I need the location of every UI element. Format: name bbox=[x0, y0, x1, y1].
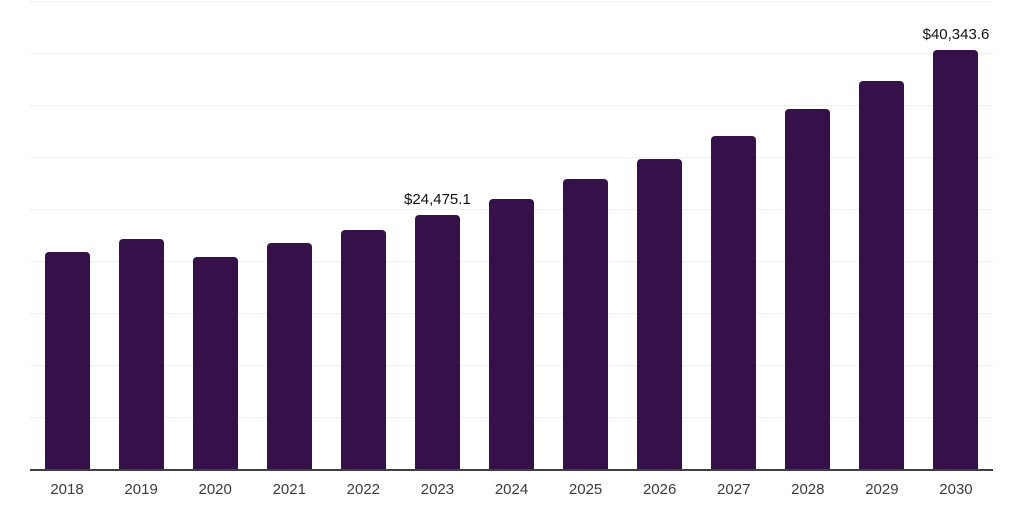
bar-2019 bbox=[118, 238, 164, 470]
x-tick-label-2019: 2019 bbox=[124, 481, 158, 498]
bar-slot-2024 bbox=[474, 2, 548, 470]
bar-series: $24,475.1 $40,343.6 bbox=[30, 2, 993, 470]
bar-2024 bbox=[489, 198, 534, 470]
gridline-35000 bbox=[30, 104, 993, 106]
bar-slot-2030: $40,343.6 bbox=[919, 2, 993, 470]
x-tick-label-2027: 2027 bbox=[717, 481, 751, 498]
bar-2022 bbox=[340, 230, 386, 470]
bar-slot-2026 bbox=[623, 2, 697, 470]
bar-slot-2022 bbox=[326, 2, 400, 470]
plot-area: $24,475.1 $40,343.6 bbox=[30, 1, 993, 471]
gridline-40000 bbox=[30, 52, 993, 54]
bar-2028 bbox=[785, 109, 831, 470]
value-label-2023: $24,475.1 bbox=[404, 191, 471, 209]
bar-2021 bbox=[266, 243, 312, 470]
value-label-2030: $40,343.6 bbox=[922, 26, 990, 44]
bar-2020 bbox=[192, 256, 238, 470]
bar-2030 bbox=[933, 50, 979, 470]
bar-slot-2028 bbox=[771, 2, 845, 470]
bar-2023 bbox=[414, 215, 460, 470]
x-tick-label-2029: 2029 bbox=[865, 481, 899, 498]
bar-slot-2021 bbox=[252, 2, 326, 470]
bar-slot-2018 bbox=[30, 2, 104, 470]
x-tick-label-2028: 2028 bbox=[791, 481, 825, 498]
x-tick-label-2020: 2020 bbox=[198, 481, 232, 498]
bar-slot-2023: $24,475.1 bbox=[400, 2, 474, 470]
x-tick-label-2026: 2026 bbox=[642, 481, 677, 498]
x-tick-label-2023: 2023 bbox=[420, 481, 455, 498]
x-tick-label-2024: 2024 bbox=[494, 481, 529, 498]
bar-2018 bbox=[44, 252, 90, 470]
gridline-30000 bbox=[30, 156, 993, 158]
bar-slot-2020 bbox=[178, 2, 252, 470]
x-axis-line bbox=[30, 468, 993, 471]
x-tick-label-2030: 2030 bbox=[939, 481, 973, 498]
bar-2029 bbox=[859, 80, 905, 470]
gridline-45000 bbox=[30, 1, 993, 2]
x-axis-tick-labels: 2018 2019 2020 2021 2022 2023 2024 2025 2026 2027… bbox=[30, 481, 993, 499]
bar-slot-2019 bbox=[104, 2, 178, 470]
x-tick-label-2025: 2025 bbox=[568, 481, 603, 498]
x-tick-label-2018: 2018 bbox=[50, 481, 84, 498]
bar-2027 bbox=[711, 135, 757, 470]
x-tick-label-2022: 2022 bbox=[346, 481, 381, 498]
bar-2026 bbox=[637, 158, 683, 470]
bar-2025 bbox=[563, 179, 609, 470]
x-tick-label-2021: 2021 bbox=[272, 481, 306, 498]
bar-slot-2025 bbox=[549, 2, 623, 470]
bar-slot-2027 bbox=[697, 2, 771, 470]
bar-slot-2029 bbox=[845, 2, 919, 470]
